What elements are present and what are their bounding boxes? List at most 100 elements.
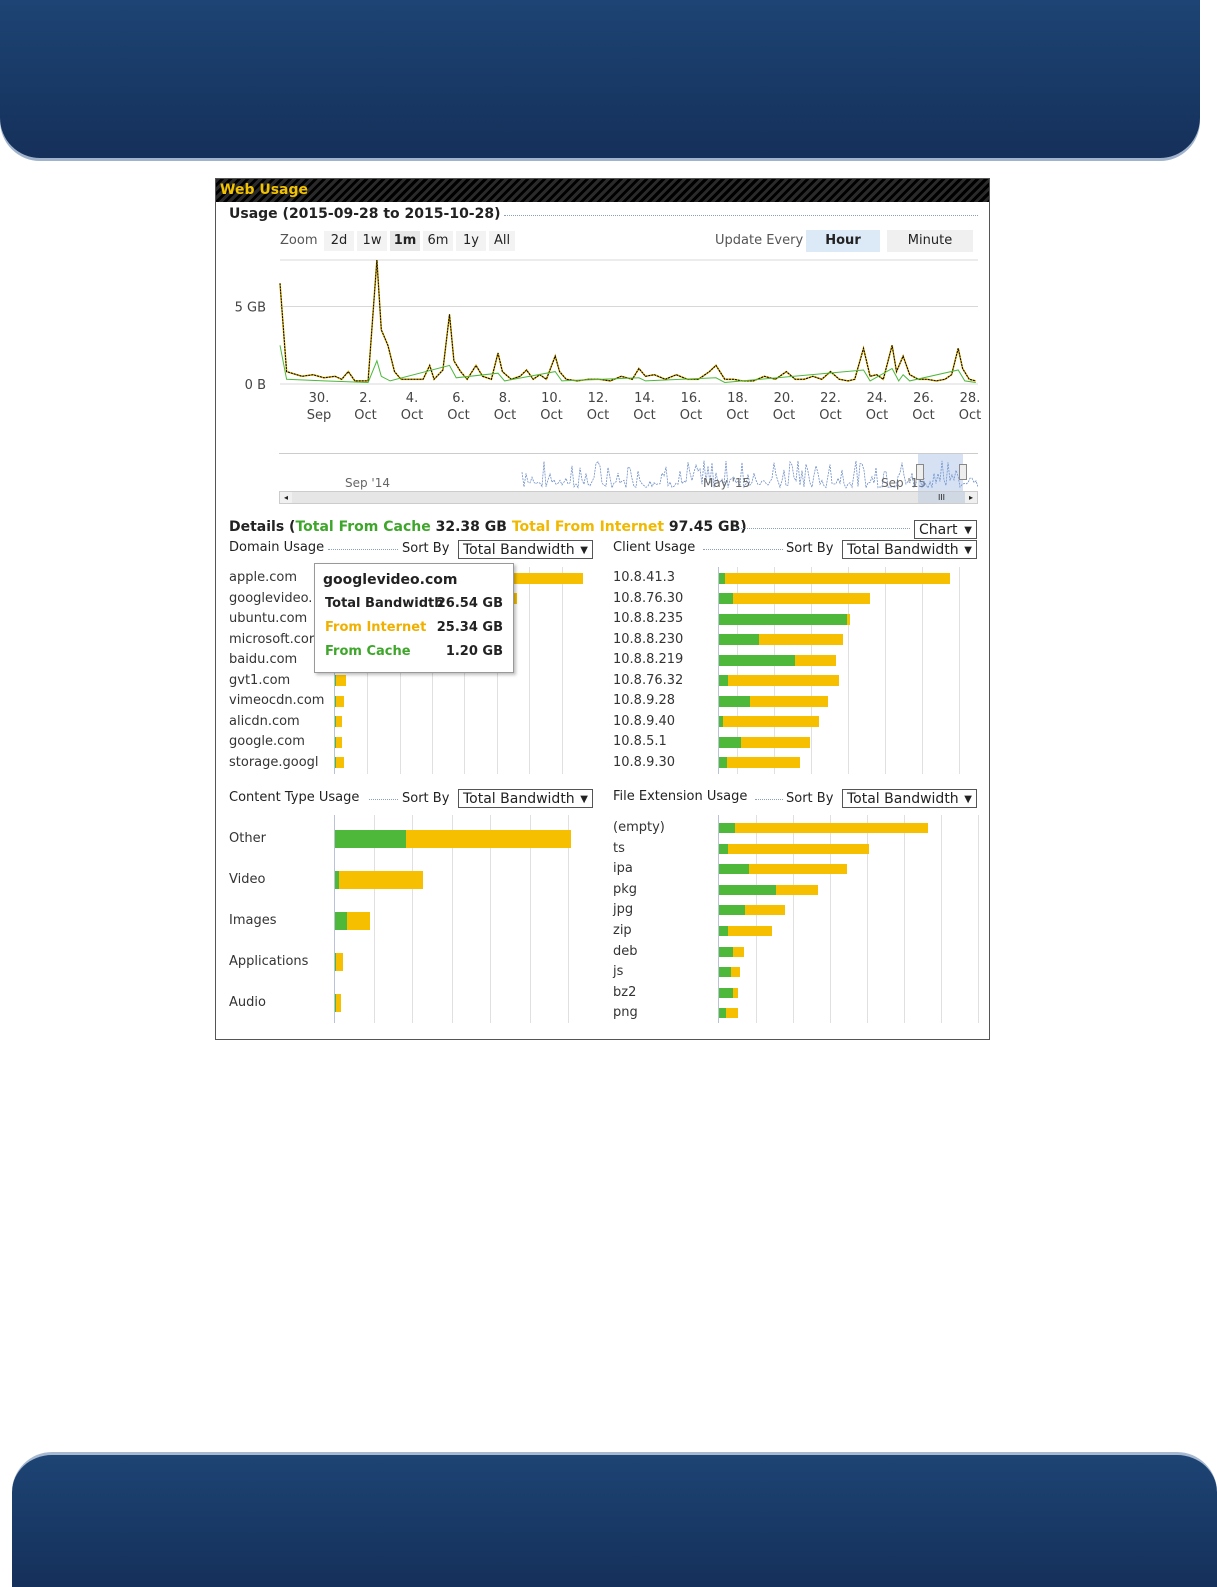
bar-from-internet[interactable] (406, 830, 571, 848)
domain-sort-select[interactable]: Total Bandwidth ▼ (458, 540, 593, 559)
update-hour-button[interactable]: Hour (806, 230, 880, 252)
bar-from-internet[interactable] (847, 613, 850, 625)
bar-from-internet[interactable] (732, 946, 745, 957)
bar-from-cache[interactable] (719, 613, 847, 625)
bar-from-cache[interactable] (335, 953, 336, 971)
bar-from-internet[interactable] (336, 736, 343, 748)
bar-from-internet[interactable] (735, 823, 928, 833)
bar-from-cache[interactable] (719, 716, 723, 727)
category-label: Video (229, 872, 266, 887)
bar-from-cache[interactable] (719, 1008, 727, 1019)
gridline (904, 815, 905, 1023)
bar-from-cache[interactable] (719, 593, 734, 604)
client-sort-select[interactable]: Total Bandwidth ▼ (842, 540, 977, 559)
bar-from-internet[interactable] (741, 736, 810, 748)
scroll-left-icon[interactable]: ◂ (280, 492, 292, 503)
bar-from-cache[interactable] (719, 695, 750, 707)
bar-from-cache[interactable] (719, 884, 777, 895)
bar-from-cache[interactable] (335, 871, 339, 889)
category-label: 10.8.9.28 (613, 693, 676, 708)
bar-from-cache[interactable] (719, 946, 733, 957)
bar-from-cache[interactable] (719, 757, 727, 768)
bar-from-cache[interactable] (719, 634, 759, 645)
zoom-6m-button[interactable]: 6m (423, 231, 453, 251)
series-cache-line (279, 345, 976, 384)
bar-from-internet[interactable] (730, 967, 740, 978)
bar-from-internet[interactable] (726, 757, 801, 768)
bar-from-cache[interactable] (719, 905, 746, 916)
bar-from-cache[interactable] (719, 572, 726, 584)
bar-from-internet[interactable] (336, 757, 344, 768)
navigator-handle-left[interactable] (916, 464, 924, 480)
bar-from-cache[interactable] (719, 823, 736, 833)
zoom-1y-button[interactable]: 1y (456, 231, 486, 251)
scroll-right-icon[interactable]: ▸ (965, 492, 977, 503)
navigator[interactable]: Sep '14 May '15 Sep '15 (279, 453, 979, 494)
bar-from-internet[interactable] (336, 675, 347, 686)
zoom-all-button[interactable]: All (489, 231, 515, 251)
bar-from-cache[interactable] (335, 695, 336, 707)
zoom-2d-button[interactable]: 2d (324, 231, 354, 251)
fileext-divider (755, 799, 783, 800)
content-type-title: Content Type Usage (229, 790, 360, 805)
bar-from-internet[interactable] (336, 695, 345, 707)
bar-from-cache[interactable] (335, 830, 407, 848)
gridline (922, 567, 923, 774)
bar-from-internet[interactable] (336, 994, 341, 1012)
x-tick-label: 26. (913, 391, 934, 406)
gridline (867, 815, 868, 1023)
content-sort-select[interactable]: Total Bandwidth ▼ (458, 789, 593, 808)
x-tick-label: Oct (819, 408, 841, 423)
bar-from-cache[interactable] (335, 736, 336, 748)
bar-from-internet[interactable] (726, 1008, 739, 1019)
bar-from-internet[interactable] (346, 912, 370, 930)
bar-from-internet[interactable] (338, 871, 424, 889)
fileext-sort-select[interactable]: Total Bandwidth ▼ (842, 789, 977, 808)
bar-from-internet[interactable] (728, 926, 772, 936)
bar-from-cache[interactable] (719, 843, 729, 854)
view-select[interactable]: Chart ▼ (914, 520, 977, 539)
bar-from-internet[interactable] (748, 864, 847, 875)
category-label: png (613, 1005, 638, 1021)
bar-from-cache[interactable] (719, 654, 795, 666)
bar-from-internet[interactable] (732, 987, 739, 998)
gridline (793, 815, 794, 1023)
bar-from-cache[interactable] (335, 675, 336, 686)
x-tick-label: Oct (633, 408, 655, 423)
x-tick-label: Oct (866, 408, 888, 423)
bar-from-cache[interactable] (719, 967, 731, 978)
panel-title: Web Usage (216, 179, 989, 202)
zoom-1m-button[interactable]: 1m (390, 231, 420, 251)
navigator-scrollbar[interactable]: ◂ III ▸ (279, 491, 978, 504)
navigator-handle-right[interactable] (959, 464, 967, 480)
bar-from-internet[interactable] (722, 716, 819, 727)
bar-from-internet[interactable] (794, 654, 837, 666)
bar-from-internet[interactable] (336, 953, 343, 971)
bar-from-cache[interactable] (335, 994, 336, 1012)
category-label: bz2 (613, 984, 637, 1000)
bar-from-cache[interactable] (719, 736, 742, 748)
category-label: Applications (229, 954, 309, 969)
bar-from-cache[interactable] (719, 675, 728, 686)
zoom-1w-button[interactable]: 1w (357, 231, 387, 251)
update-minute-button[interactable]: Minute (887, 230, 973, 252)
bar-from-cache[interactable] (335, 716, 336, 727)
bar-from-internet[interactable] (733, 593, 870, 604)
bar-from-internet[interactable] (727, 675, 840, 686)
bar-from-cache[interactable] (335, 912, 347, 930)
usage-line-chart[interactable]: 0 B 5 GB 30. Sep 2. Oct 4. Oct 6. Oct 8. Oct 10. Oct 1… (216, 257, 989, 517)
bar-from-cache[interactable] (335, 757, 336, 768)
bar-from-cache[interactable] (719, 864, 749, 875)
category-label: ubuntu.com (229, 611, 308, 626)
scroll-thumb[interactable]: III (918, 492, 965, 503)
bar-from-internet[interactable] (745, 905, 786, 916)
bar-from-cache[interactable] (719, 987, 733, 998)
bar-from-internet[interactable] (336, 716, 343, 727)
bar-from-internet[interactable] (749, 695, 828, 707)
bar-from-internet[interactable] (758, 634, 843, 645)
navigator-selection[interactable] (918, 454, 963, 491)
bar-from-internet[interactable] (728, 843, 869, 854)
bar-from-cache[interactable] (719, 926, 729, 936)
bar-from-internet[interactable] (776, 884, 818, 895)
bar-from-internet[interactable] (725, 572, 951, 584)
